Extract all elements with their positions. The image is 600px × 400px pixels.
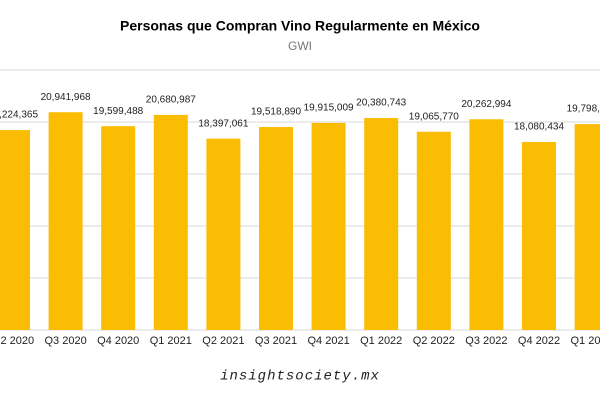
bar xyxy=(522,141,556,330)
bar xyxy=(416,131,451,330)
value-label: 19,798,000 xyxy=(567,104,600,115)
value-label: 19,065,770 xyxy=(409,111,459,122)
bar xyxy=(206,138,241,330)
value-label: 20,380,743 xyxy=(356,98,406,109)
bar xyxy=(311,122,346,330)
footer: insightsociety.mx xyxy=(220,369,380,385)
x-tick-label: Q2 2021 xyxy=(202,335,244,347)
value-label: 19,518,890 xyxy=(251,107,301,118)
bar xyxy=(574,124,600,330)
bar xyxy=(0,130,30,330)
bar xyxy=(469,119,504,330)
value-label: 20,941,968 xyxy=(41,92,91,103)
bar xyxy=(364,118,399,330)
x-tick-label: Q3 2021 xyxy=(255,335,297,347)
x-tick-label: Q1 2021 xyxy=(150,335,192,347)
plot-area: 19,224,365 Q2 2020 20,941,968 Q3 2020 19,599… xyxy=(0,69,600,347)
value-label: 20,262,994 xyxy=(461,99,511,110)
value-label: 19,599,488 xyxy=(93,106,143,117)
value-label: 19,224,365 xyxy=(0,110,38,121)
x-tick-label: Q3 2020 xyxy=(44,335,86,347)
value-label: 19,915,009 xyxy=(304,103,354,114)
bar xyxy=(153,114,188,331)
x-tick-label: Q4 2020 xyxy=(97,335,139,347)
x-tick-label: Q3 2022 xyxy=(465,335,507,347)
bar xyxy=(259,127,293,331)
value-label: 18,397,061 xyxy=(198,118,248,129)
chart-title: Personas que Compran Vino Regularmente e… xyxy=(120,18,480,34)
value-label: 18,080,434 xyxy=(514,122,564,133)
x-tick-label: Q4 2022 xyxy=(518,335,560,347)
bar xyxy=(48,112,83,331)
x-tick-label: Q1 2022 xyxy=(360,335,402,347)
value-label: 20,680,987 xyxy=(146,95,196,106)
x-tick-label: Q4 2021 xyxy=(307,335,349,347)
x-tick-label: Q1 2023 xyxy=(570,335,600,347)
x-tick-label: Q2 2020 xyxy=(0,335,34,347)
x-tick-label: Q2 2022 xyxy=(413,335,455,347)
bar xyxy=(101,126,136,331)
chart-subtitle: GWI xyxy=(288,39,312,53)
